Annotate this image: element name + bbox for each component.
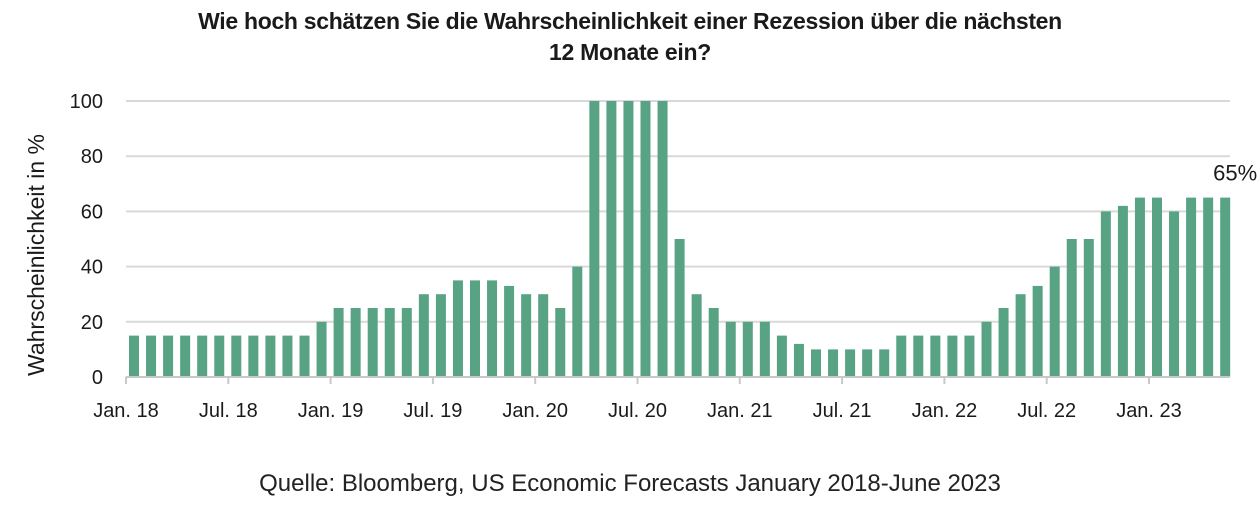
bar xyxy=(725,321,736,377)
bars xyxy=(129,101,1231,377)
bar xyxy=(197,335,208,377)
bar xyxy=(776,335,787,377)
y-axis-tick-labels: 0 20 40 60 80 100 xyxy=(70,91,103,389)
bar xyxy=(606,101,617,377)
y-tick-label: 80 xyxy=(81,146,103,168)
bar xyxy=(742,321,753,377)
bar xyxy=(1134,197,1145,377)
x-axis xyxy=(125,376,1230,384)
bar xyxy=(333,308,344,377)
y-tick-label: 40 xyxy=(81,257,103,279)
bar xyxy=(981,321,992,377)
x-tick-label: Jul. 20 xyxy=(608,400,667,422)
bar xyxy=(828,349,839,377)
x-tick-label: Jan. 18 xyxy=(93,400,159,422)
y-tick-label: 100 xyxy=(70,91,103,113)
bar xyxy=(1083,239,1094,377)
bar xyxy=(1049,266,1060,377)
bar xyxy=(146,335,157,377)
bar xyxy=(487,280,498,377)
bar xyxy=(589,101,600,377)
bar xyxy=(418,294,429,377)
bar xyxy=(1186,197,1197,377)
source-note: Quelle: Bloomberg, US Economic Forecasts… xyxy=(259,470,1001,497)
bar xyxy=(879,349,890,377)
x-tick-label: Jan. 22 xyxy=(912,400,978,422)
bar xyxy=(691,294,702,377)
chart-title-line-1: Wie hoch schätzen Sie die Wahrscheinlich… xyxy=(198,8,1062,34)
bar xyxy=(521,294,532,377)
bar xyxy=(504,285,515,377)
bar xyxy=(708,308,719,377)
x-tick-label: Jul. 19 xyxy=(403,400,462,422)
bar xyxy=(435,294,446,377)
bar xyxy=(913,335,924,377)
bar xyxy=(214,335,225,377)
y-tick-label: 0 xyxy=(92,367,103,389)
x-tick-label: Jul. 22 xyxy=(1017,400,1076,422)
bar xyxy=(180,335,191,377)
bar xyxy=(299,335,310,377)
bar xyxy=(555,308,566,377)
bar xyxy=(452,280,463,377)
bar xyxy=(163,335,174,377)
bar xyxy=(129,335,139,377)
x-axis-tick-labels: Jan. 18 Jul. 18 Jan. 19 Jul. 19 Jan. 20 Jul. … xyxy=(93,400,1182,422)
y-tick-label: 60 xyxy=(81,201,103,223)
y-tick-label: 20 xyxy=(81,312,103,334)
bar xyxy=(623,101,634,377)
x-tick-label: Jan. 20 xyxy=(502,400,568,422)
bar xyxy=(231,335,242,377)
bar xyxy=(657,101,668,377)
y-axis-title: Wahrscheinlichkeit in % xyxy=(23,134,49,376)
bar xyxy=(1117,205,1128,377)
bar xyxy=(1066,239,1077,377)
x-tick-label: Jan. 21 xyxy=(707,400,773,422)
bar xyxy=(248,335,259,377)
bar xyxy=(1015,294,1026,377)
bar xyxy=(640,101,651,377)
bar xyxy=(1032,285,1043,377)
bar xyxy=(1220,197,1231,377)
bar xyxy=(1152,197,1162,377)
bar xyxy=(845,349,856,377)
bar xyxy=(930,335,941,377)
bar xyxy=(1203,197,1214,377)
bar xyxy=(759,321,770,377)
bar xyxy=(862,349,873,377)
bar xyxy=(811,349,821,377)
x-tick-label: Jan. 19 xyxy=(298,400,364,422)
bar xyxy=(896,335,907,377)
bar xyxy=(401,308,412,377)
bar xyxy=(265,335,276,377)
x-tick-label: Jan. 23 xyxy=(1116,400,1182,422)
bar xyxy=(793,343,804,377)
bar xyxy=(1169,211,1180,377)
x-tick-label: Jul. 21 xyxy=(813,400,872,422)
bar xyxy=(674,239,685,377)
bar xyxy=(316,321,327,377)
bar xyxy=(470,280,480,377)
x-tick-label: Jul. 18 xyxy=(199,400,258,422)
bar xyxy=(964,335,975,377)
bar xyxy=(998,308,1009,377)
bar xyxy=(1100,211,1111,377)
chart-title: Wie hoch schätzen Sie die Wahrscheinlich… xyxy=(0,6,1260,68)
bar xyxy=(538,294,549,377)
bar xyxy=(350,308,361,377)
bar xyxy=(572,266,583,377)
bar xyxy=(367,308,378,377)
bar xyxy=(282,335,293,377)
bar xyxy=(947,335,958,377)
last-value-annotation: 65% xyxy=(1213,161,1257,186)
bar xyxy=(384,308,395,377)
chart-title-line-2: 12 Monate ein? xyxy=(549,39,711,65)
